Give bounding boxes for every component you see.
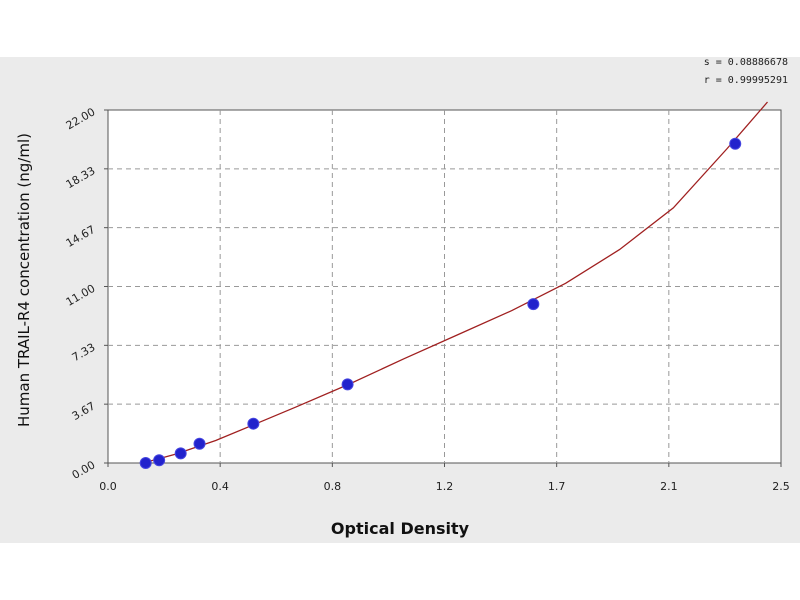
x-axis-label: Optical Density: [330, 519, 470, 538]
y-tick-label: 14.67: [64, 223, 98, 250]
data-point: [527, 298, 540, 311]
data-point: [341, 378, 354, 391]
data-point: [247, 417, 260, 430]
y-tick-label: 22.00: [64, 105, 98, 132]
x-tick-label: 2.1: [660, 480, 678, 493]
data-point: [193, 437, 206, 450]
x-tick-label: 0.4: [211, 480, 229, 493]
data-point: [153, 454, 166, 467]
x-tick-label: 2.5: [772, 480, 790, 493]
y-tick-label: 11.00: [64, 282, 98, 309]
y-tick-label: 7.33: [70, 341, 98, 365]
data-point: [729, 137, 742, 150]
x-tick-label: 1.7: [548, 480, 566, 493]
data-point: [139, 457, 152, 469]
fit-r-stat: r = 0.99995291: [703, 75, 788, 86]
y-tick-label: 3.67: [70, 400, 98, 424]
data-point: [174, 447, 187, 460]
x-tick-label: 1.2: [436, 480, 454, 493]
y-tick-label: 0.00: [70, 458, 98, 482]
x-tick-label: 0.8: [324, 480, 342, 493]
y-tick-label: 18.33: [64, 164, 98, 191]
fit-s-stat: s = 0.08886678: [703, 57, 788, 68]
x-tick-label: 0.0: [99, 480, 117, 493]
fit-curve: [142, 101, 768, 463]
